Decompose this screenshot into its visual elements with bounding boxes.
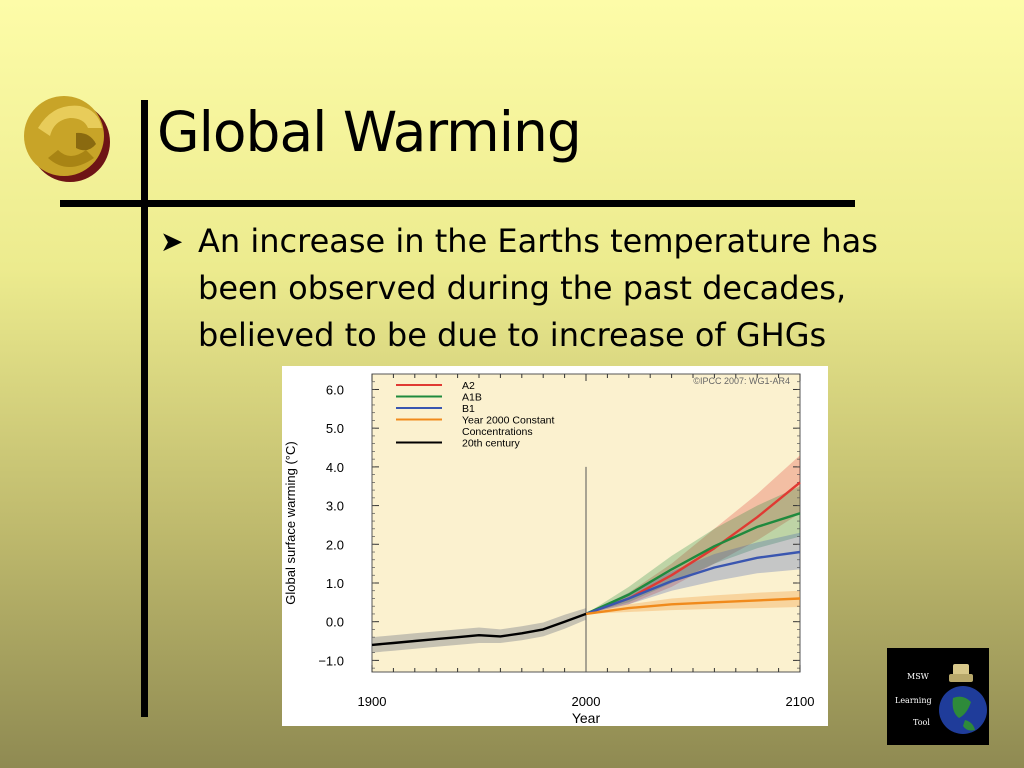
legend-label: Year 2000 Constant [462, 415, 555, 427]
page-title: Global Warming [157, 100, 582, 164]
legend-label: B1 [462, 403, 475, 415]
y-tick-label: 1.0 [326, 576, 344, 591]
msw-label-2: Learning [895, 696, 932, 705]
legend-label: 20th century [462, 438, 521, 450]
msw-label-3: Tool [913, 718, 930, 727]
x-tick-label: 1900 [358, 694, 387, 709]
legend-label: Concentrations [462, 426, 533, 438]
legend-label: A1B [462, 392, 482, 404]
uncertainty-band-4 [372, 608, 586, 653]
uncertainty-band-1 [586, 486, 800, 614]
msw-learning-tool-icon[interactable]: MSW Learning Tool [887, 648, 989, 745]
vertical-rule [141, 100, 148, 717]
y-tick-label: 5.0 [326, 421, 344, 436]
chart-svg: −1.0 0.0 1.0 2.0 3.0 4.0 5.0 6.0 1900 2000 2100 Ye… [282, 366, 828, 726]
x-tick-label: 2100 [786, 694, 815, 709]
bullet-text: An increase in the Earths temperature ha… [198, 222, 878, 354]
arrow-bullet-icon: ➤ [160, 225, 184, 258]
y-tick-label: 3.0 [326, 499, 344, 514]
uncertainty-band-0 [586, 455, 800, 614]
series-line-2 [585, 550, 801, 616]
series-line-1 [585, 512, 801, 615]
series-line-4 [371, 612, 587, 647]
y-tick-label: −1.0 [318, 653, 344, 668]
legend-label: A2 [462, 380, 475, 392]
bullet-item: ➤ An increase in the Earths temperature … [160, 218, 960, 359]
x-tick-label: 2000 [572, 694, 601, 709]
horizontal-rule [60, 200, 855, 207]
credit-label: ©IPCC 2007: WG1-AR4 [693, 376, 790, 386]
y-axis-label: Global surface warming (°C) [283, 441, 298, 604]
pegasus-logo-icon [18, 88, 118, 188]
y-tick-label: 2.0 [326, 537, 344, 552]
y-tick-label: 0.0 [326, 615, 344, 630]
bullet-list: ➤ An increase in the Earths temperature … [160, 218, 960, 359]
y-tick-label: 4.0 [326, 460, 344, 475]
warming-chart: −1.0 0.0 1.0 2.0 3.0 4.0 5.0 6.0 1900 2000 2100 Ye… [282, 366, 828, 726]
x-axis-label: Year [572, 710, 601, 726]
y-tick-label: 6.0 [326, 382, 344, 397]
series-line-3 [585, 597, 801, 616]
msw-label-1: MSW [907, 672, 929, 681]
